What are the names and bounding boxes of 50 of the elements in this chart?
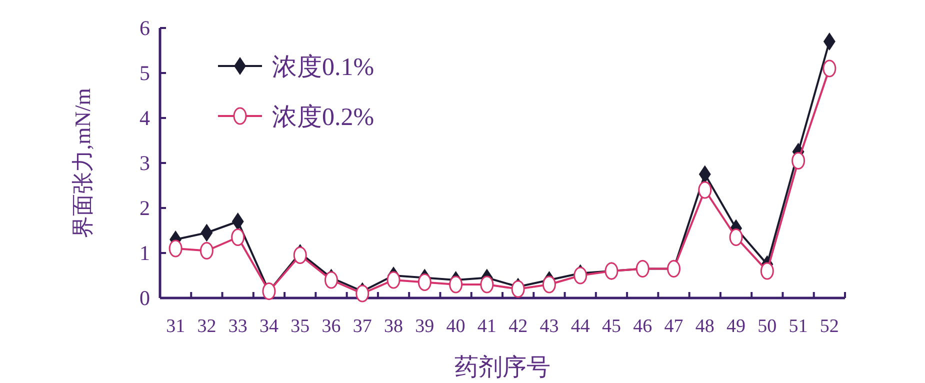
x-tick-label: 43 — [540, 316, 559, 337]
point — [356, 284, 370, 302]
x-tick-label: 36 — [322, 316, 341, 337]
point — [449, 276, 463, 294]
y-tick-label: 6 — [140, 16, 150, 40]
x-tick-label: 48 — [695, 316, 714, 337]
x-tick-label: 46 — [633, 316, 652, 337]
point — [698, 181, 712, 199]
point — [574, 266, 588, 284]
y-axis-title: 界面张力,mN/m — [70, 88, 95, 238]
x-tick-label: 42 — [508, 316, 528, 337]
x-tick-label: 40 — [446, 316, 466, 337]
y-tick-label: 3 — [140, 151, 150, 175]
x-tick-label: 38 — [384, 316, 404, 337]
point — [324, 271, 338, 289]
point — [480, 276, 494, 294]
x-tick-label: 31 — [166, 316, 186, 337]
x-tick-label: 37 — [352, 316, 372, 337]
legend-label: 浓度0.1% — [272, 53, 374, 81]
point — [760, 262, 774, 280]
point — [542, 276, 556, 294]
point — [293, 246, 307, 264]
point — [511, 280, 525, 298]
x-tick-label: 50 — [758, 316, 777, 337]
y-tick-label: 0 — [140, 286, 150, 310]
point — [231, 228, 245, 246]
x-tick-label: 45 — [602, 316, 621, 337]
x-axis-title: 药剂序号 — [454, 354, 550, 381]
x-tick-label: 49 — [726, 316, 746, 337]
x-tick-label: 52 — [820, 316, 839, 337]
point — [386, 271, 400, 289]
legend-label: 浓度0.2% — [272, 103, 374, 131]
y-tick-label: 4 — [140, 106, 150, 130]
x-tick-label: 41 — [477, 316, 496, 337]
x-tick-label: 47 — [664, 316, 684, 337]
x-tick-label: 35 — [290, 316, 310, 337]
point — [792, 152, 806, 170]
y-tick-label: 2 — [140, 196, 150, 220]
x-tick-label: 51 — [788, 316, 808, 337]
x-tick-label: 39 — [415, 316, 434, 337]
y-tick-label: 1 — [140, 241, 150, 265]
x-tick-label: 33 — [228, 316, 248, 337]
point — [418, 274, 432, 291]
point — [729, 228, 743, 246]
point — [200, 242, 214, 260]
x-tick-label: 44 — [570, 316, 590, 337]
y-tick-label: 5 — [140, 61, 150, 85]
x-tick-label: 32 — [197, 316, 216, 337]
point — [168, 240, 182, 258]
x-tick-label: 34 — [259, 316, 279, 337]
